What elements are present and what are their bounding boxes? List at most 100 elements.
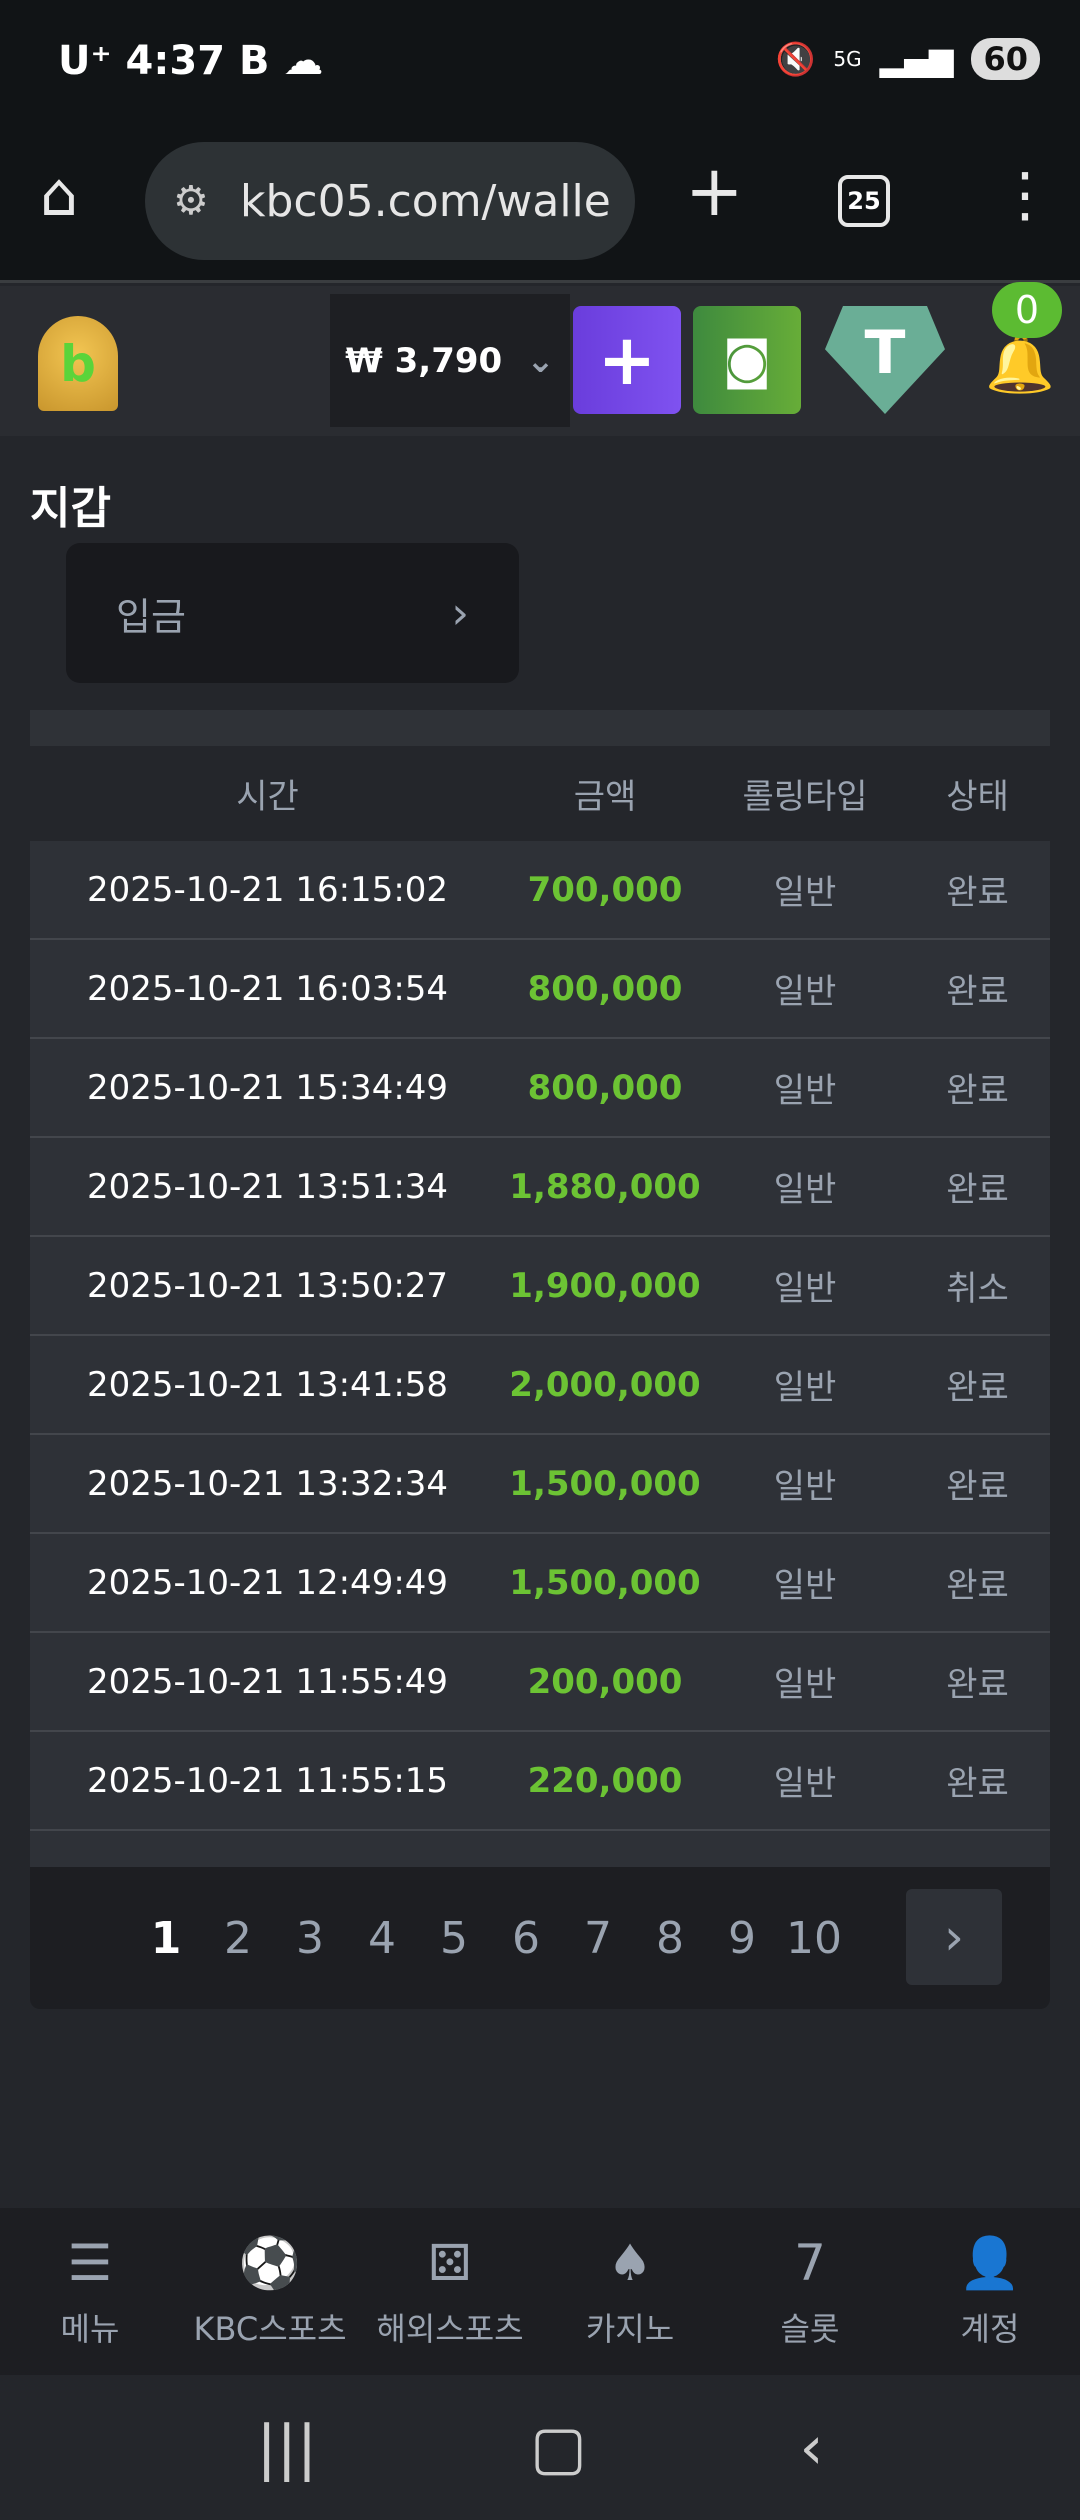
- row-rolling-type: 일반: [773, 1368, 837, 1408]
- nav-item-3[interactable]: ♠ 카지노: [540, 2208, 720, 2375]
- nav-label: KBC스포츠: [193, 2309, 347, 2348]
- row-amount: 700,000: [527, 869, 683, 910]
- system-nav-bar: ||| ▢ ‹: [0, 2375, 1080, 2520]
- nav-item-1[interactable]: ⚽ KBC스포츠: [180, 2208, 360, 2375]
- page-2[interactable]: 2: [224, 1912, 252, 1964]
- vault-button[interactable]: ◙: [693, 306, 801, 414]
- mute-icon: 🔇: [775, 40, 816, 78]
- back-icon[interactable]: ‹: [799, 2412, 824, 2483]
- col-status: 상태: [946, 777, 1009, 817]
- col-rolling-type: 롤링타입: [742, 777, 868, 817]
- row-amount: 1,500,000: [509, 1562, 701, 1603]
- row-time: 2025-10-21 16:15:02: [86, 869, 449, 910]
- carrier: U⁺: [58, 38, 112, 84]
- col-time: 시간: [236, 777, 299, 817]
- nav-item-4[interactable]: 7 슬롯: [720, 2208, 900, 2375]
- notification-badge: 0: [992, 282, 1062, 338]
- col-amount: 금액: [573, 777, 637, 817]
- row-time: 2025-10-21 12:49:49: [86, 1562, 449, 1603]
- account-coin-icon: 👤: [958, 2233, 1022, 2292]
- balance-dropdown[interactable]: ₩ 3,790 ⌄: [330, 294, 570, 427]
- row-rolling-type: 일반: [773, 1170, 837, 1210]
- deposit-label: 입금: [116, 594, 186, 639]
- row-rolling-type: 일반: [773, 1269, 837, 1309]
- row-time: 2025-10-21 13:51:34: [86, 1166, 449, 1207]
- table-footer: [30, 1831, 1050, 1868]
- row-amount: 1,500,000: [509, 1463, 701, 1504]
- row-rolling-type: 일반: [773, 972, 837, 1012]
- app-header: b ₩ 3,790 ⌄ + ◙ T 🔔: [0, 286, 1080, 436]
- nav-label: 슬롯: [780, 2309, 840, 2348]
- row-rolling-type: 일반: [773, 1665, 837, 1705]
- page-1[interactable]: 1: [150, 1912, 182, 1964]
- page-6[interactable]: 6: [512, 1912, 540, 1964]
- tether-button[interactable]: T: [825, 306, 945, 414]
- recents-icon[interactable]: |||: [256, 2412, 318, 2483]
- row-amount: 200,000: [527, 1661, 683, 1702]
- bottom-nav: ☰ 메뉴 ⚽ KBC스포츠 ⚄ 해외스포츠 ♠ 카지노 7 슬롯 👤 계정: [0, 2208, 1080, 2375]
- table-row: 2025-10-21 13:41:58 2,000,000 일반 완료: [30, 1336, 1050, 1435]
- url-bar[interactable]: ⚙ kbc05.com/walle: [145, 142, 635, 260]
- nav-item-2[interactable]: ⚄ 해외스포츠: [360, 2208, 540, 2375]
- nav-label: 메뉴: [60, 2309, 120, 2348]
- row-status: 완료: [946, 1764, 1009, 1804]
- page-5[interactable]: 5: [440, 1912, 468, 1964]
- row-rolling-type: 일반: [773, 1764, 837, 1804]
- row-time: 2025-10-21 13:41:58: [86, 1364, 449, 1405]
- nav-label: 카지노: [585, 2309, 675, 2348]
- transaction-table: 시간 금액 롤링타입 상태 2025-10-21 16:15:02 700,000…: [30, 710, 1050, 1868]
- deposit-plus-button[interactable]: +: [573, 306, 681, 414]
- row-status: 완료: [946, 1566, 1009, 1606]
- row-amount: 2,000,000: [509, 1364, 701, 1405]
- nav-label: 해외스포츠: [376, 2309, 524, 2348]
- table-row: 2025-10-21 13:50:27 1,900,000 일반 취소: [30, 1237, 1050, 1336]
- status-right: 🔇 5G ▂▄▆ 60: [776, 38, 1040, 80]
- table-row: 2025-10-21 16:03:54 800,000 일반 완료: [30, 940, 1050, 1039]
- table-row: 2025-10-21 11:55:15 220,000 일반 완료: [30, 1732, 1050, 1831]
- status-left: U⁺ 4:37 B ☁: [58, 38, 323, 84]
- battery: 60: [971, 38, 1040, 80]
- row-status: 완료: [946, 972, 1009, 1012]
- home-circle-icon[interactable]: ▢: [529, 2412, 587, 2483]
- row-rolling-type: 일반: [773, 873, 837, 913]
- tab-count-button[interactable]: 25: [838, 175, 890, 227]
- page-10[interactable]: 10: [786, 1912, 842, 1964]
- table-row: 2025-10-21 11:55:49 200,000 일반 완료: [30, 1633, 1050, 1732]
- site-settings-icon[interactable]: ⚙: [173, 178, 209, 224]
- row-time: 2025-10-21 13:32:34: [86, 1463, 449, 1504]
- signal-icon: ▂▄▆: [879, 40, 954, 78]
- more-menu-icon[interactable]: ⋮: [995, 160, 1055, 230]
- network-type: 5G: [833, 47, 862, 71]
- app-notification-icons: B ☁: [238, 38, 324, 84]
- url-text: kbc05.com/walle: [240, 175, 611, 227]
- table-row: 2025-10-21 13:32:34 1,500,000 일반 완료: [30, 1435, 1050, 1534]
- page-3[interactable]: 3: [296, 1912, 324, 1964]
- row-time: 2025-10-21 15:34:49: [86, 1067, 449, 1108]
- menu-search-icon: ☰: [67, 2233, 113, 2292]
- nav-item-0[interactable]: ☰ 메뉴: [0, 2208, 180, 2375]
- home-icon[interactable]: ⌂: [40, 160, 79, 230]
- pagination: 1 2 3 4 5 6 7 8 9 10 ›: [30, 1867, 1050, 2009]
- slot-seven-icon: 7: [794, 2233, 826, 2292]
- bell-icon[interactable]: 🔔: [985, 332, 1055, 397]
- nav-item-5[interactable]: 👤 계정: [900, 2208, 1080, 2375]
- site-logo[interactable]: b: [38, 316, 118, 411]
- row-status: 완료: [946, 1071, 1009, 1111]
- table-row: 2025-10-21 15:34:49 800,000 일반 완료: [30, 1039, 1050, 1138]
- balance-amount: ₩ 3,790: [345, 340, 503, 381]
- page-9[interactable]: 9: [728, 1912, 756, 1964]
- table-header: 시간 금액 롤링타입 상태: [30, 746, 1050, 841]
- new-tab-icon[interactable]: +: [685, 150, 744, 232]
- next-page-button[interactable]: ›: [906, 1889, 1002, 1985]
- deposit-tab[interactable]: 입금 ›: [66, 543, 519, 683]
- row-rolling-type: 일반: [773, 1467, 837, 1507]
- page-8[interactable]: 8: [656, 1912, 684, 1964]
- page-title: 지갑: [30, 483, 111, 534]
- page-7[interactable]: 7: [584, 1912, 612, 1964]
- page-4[interactable]: 4: [368, 1912, 396, 1964]
- row-status: 완료: [946, 1665, 1009, 1705]
- row-amount: 1,880,000: [509, 1166, 701, 1207]
- row-rolling-type: 일반: [773, 1071, 837, 1111]
- row-time: 2025-10-21 13:50:27: [86, 1265, 449, 1306]
- table-row: 2025-10-21 13:51:34 1,880,000 일반 완료: [30, 1138, 1050, 1237]
